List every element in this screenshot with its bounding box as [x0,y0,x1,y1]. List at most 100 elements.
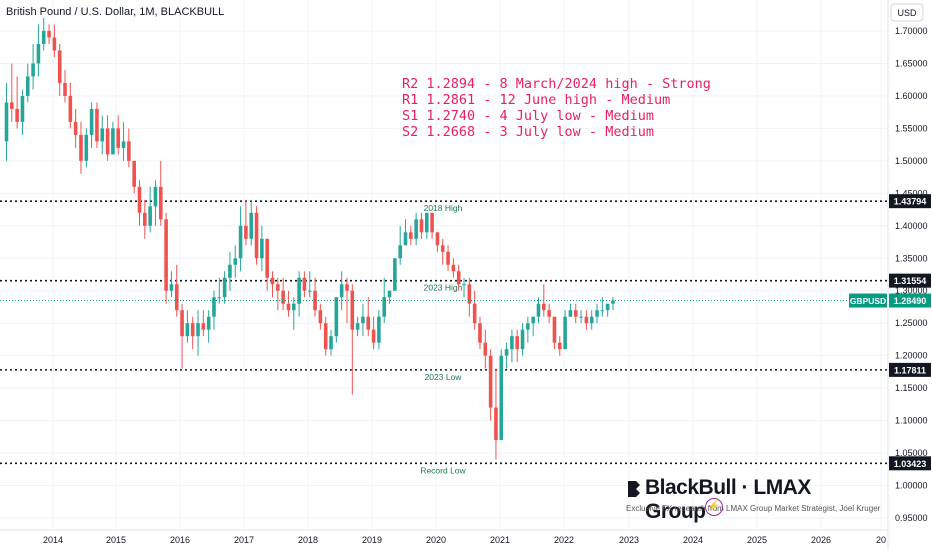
level-price-tag [889,273,931,288]
level-price-tag [889,362,931,377]
x-tick-label: 2022 [554,535,574,545]
candle-body [286,303,291,311]
candle-body [515,336,520,350]
candle-body [579,316,583,318]
candle-body [201,323,206,330]
candle-body [206,316,211,330]
x-tick-label: 2015 [106,535,126,545]
y-tick-label: 1.60000 [895,91,928,101]
candle-body [446,251,450,265]
level-text: 2023 Low [425,372,463,382]
candle-body [190,323,195,337]
grid [0,0,888,530]
candle-body [105,128,110,155]
candle-body [132,160,136,187]
candle-body [212,297,216,317]
candle-body [174,284,179,311]
candle-body [169,284,174,291]
lightning-icon[interactable]: ⚡ [705,498,723,516]
blackbull-logo-icon [628,481,640,497]
candle-body [377,316,381,343]
candle-body [382,297,387,317]
y-tick-label: 1.20000 [895,351,928,361]
candle-body [100,128,105,142]
annotation-line: S2 1.2668 - 3 July low - Medium [402,124,654,140]
candle-body [153,186,158,207]
candle-body [440,245,445,252]
candle-body [307,290,312,292]
candle-body [531,316,535,324]
candle-body [111,128,115,155]
candle-body [520,329,525,350]
x-tick-label: 2017 [234,535,254,545]
candle-body [222,277,227,298]
key-levels: 1.43794 2018 High 1.31554 2023 High 1.17811 2… [0,194,931,475]
candle-body [456,271,461,285]
candle-body [547,310,551,317]
candle-body [217,297,222,299]
x-tick-label: 20 [876,535,886,545]
y-tick-label: 1.05000 [895,448,928,458]
time-axis: 2014 2015 2016 2017 2018 2019 2020 2021 2022 2023… [0,529,888,545]
candle-body [542,303,546,311]
candle-body [611,300,615,304]
x-tick-label: 2026 [811,535,831,545]
candle-body [291,303,296,311]
candle-body [595,310,599,317]
candle-body [20,95,25,122]
y-tick-label: 1.15000 [895,383,928,393]
level-text: 2023 High [424,283,463,293]
candle-body [350,290,355,330]
annotations: R2 1.2894 - 8 March/2024 high - StrongR1… [402,76,711,140]
level-price-label: 1.03423 [894,459,927,469]
candle-body [52,37,57,51]
candle-body [504,349,509,356]
candle-body [478,323,482,343]
level-price-label: 1.31554 [894,276,927,286]
level-price-tag [889,194,931,209]
level-text: Record Low [420,465,466,475]
candle-body [499,355,504,441]
candle-body [31,63,35,77]
y-tick-label: 1.40000 [895,221,928,231]
x-tick-label: 2023 [619,535,639,545]
y-tick-label: 1.70000 [895,26,928,36]
x-tick-label: 2024 [683,535,703,545]
candle-body [526,323,530,330]
brand-name: BlackBull · LMAX Group [645,476,811,523]
candle-body [196,323,200,337]
candle-body [419,219,424,233]
level-price-label: 1.43794 [894,197,927,207]
candle-body [281,290,285,304]
candle-body [238,225,243,259]
brand-subtitle: Exclusive FX research from LMAX Group Ma… [626,504,881,513]
candle-body [387,290,392,298]
candle-body [563,316,567,350]
y-tick-label: 1.25000 [895,318,928,328]
candle-body [451,264,456,272]
candle-body [36,43,41,64]
candle-body [318,310,323,324]
y-tick-label: 1.50000 [895,156,928,166]
candle-body [536,303,541,317]
candle-body [143,212,147,226]
annotation-line: S1 1.2740 - 4 July low - Medium [402,108,654,124]
candle-body [361,316,365,324]
candle-body [137,186,142,213]
y-tick-label: 1.30000 [895,286,928,296]
candle-body [47,31,51,38]
candle-body [403,232,408,246]
level-price-label: 1.17811 [894,365,926,375]
x-tick-label: 2025 [747,535,767,545]
chart-title: British Pound / U.S. Dollar, 1M, BLACKBU… [6,6,225,18]
candle-body [121,141,126,148]
candle-body [270,277,275,285]
candle-body [95,108,99,142]
x-tick-label: 2016 [170,535,190,545]
candles [4,18,615,460]
candle-body [84,134,89,161]
level-text: 2018 High [424,203,463,213]
y-tick-label: 1.35000 [895,253,928,263]
